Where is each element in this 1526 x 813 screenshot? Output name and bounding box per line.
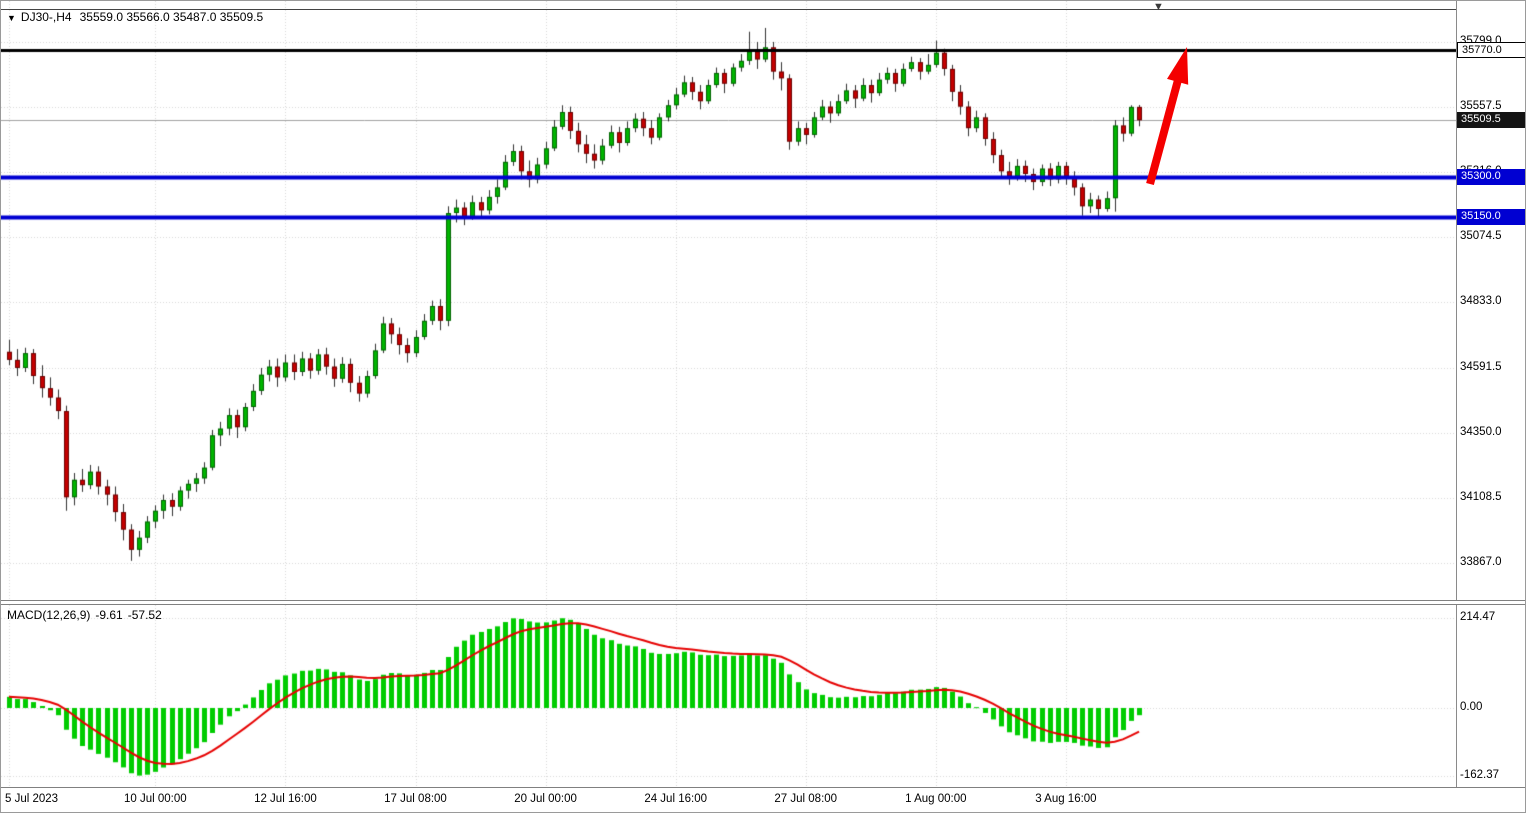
price-axis-label: 34591.5 — [1460, 360, 1502, 373]
macd-indicator-canvas[interactable] — [1, 605, 1456, 787]
macd-axis-label: -162.37 — [1460, 769, 1500, 782]
time-axis-label: 10 Jul 00:00 — [123, 793, 187, 805]
time-axis-label: 1 Aug 00:00 — [905, 793, 967, 805]
price-axis-separator — [1456, 1, 1457, 788]
price-axis-label: 34108.5 — [1460, 490, 1502, 503]
price-axis-label: 35074.5 — [1460, 230, 1502, 243]
symbol-name: DJ30-,H4 — [20, 10, 72, 24]
time-axis-label: 12 Jul 16:00 — [254, 793, 317, 805]
time-axis-label: 20 Jul 00:00 — [514, 793, 577, 805]
support-line-upper-price-label: 35300.0 — [1457, 168, 1525, 185]
resistance-line-price-label: 35770.0 — [1457, 42, 1525, 59]
symbol-info: ▼ DJ30-,H4 35559.0 35566.0 35487.0 35509.5 — [7, 10, 263, 24]
macd-main-value: -9.61 — [95, 608, 123, 622]
price-axis-label: 34833.0 — [1460, 295, 1502, 308]
macd-indicator-label: MACD(12,26,9) -9.61 -57.52 — [7, 608, 167, 622]
price-axis-label: 33867.0 — [1460, 555, 1502, 568]
trend-arrow-annotation[interactable] — [1133, 37, 1203, 197]
time-axis-label: 3 Aug 16:00 — [1035, 793, 1097, 805]
macd-axis-label: 0.00 — [1460, 700, 1483, 713]
price-axis-label: 34350.0 — [1460, 425, 1502, 438]
chart-frame-top-border — [1, 9, 1456, 10]
price-axis-label: 35557.5 — [1460, 100, 1502, 113]
price-chart-canvas[interactable] — [1, 1, 1456, 601]
time-axis-label: 24 Jul 16:00 — [644, 793, 707, 805]
chart-shift-marker-icon[interactable]: ▼ — [1153, 1, 1164, 13]
symbol-ohlc-values: 35559.0 35566.0 35487.0 35509.5 — [79, 10, 264, 24]
time-axis-label: 17 Jul 08:00 — [384, 793, 447, 805]
time-axis-separator — [1, 787, 1525, 788]
symbol-dropdown-icon[interactable]: ▼ — [7, 13, 16, 23]
pane-splitter[interactable] — [1, 600, 1525, 605]
macd-signal-value: -57.52 — [127, 608, 162, 622]
support-line-lower-price-label: 35150.0 — [1457, 209, 1525, 226]
current-price-label: 35509.5 — [1457, 112, 1525, 129]
time-axis-label: 27 Jul 08:00 — [774, 793, 838, 805]
time-axis-label: 5 Jul 2023 — [5, 793, 59, 805]
macd-axis-label: 214.47 — [1460, 610, 1496, 623]
macd-title: MACD(12,26,9) — [7, 608, 91, 622]
